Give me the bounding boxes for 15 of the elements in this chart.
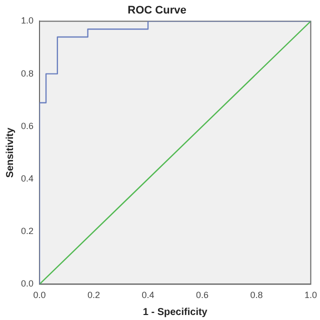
x-tick-label: 0.8 <box>250 290 263 300</box>
y-tick-label: 0.2 <box>20 226 34 236</box>
y-axis-title: Sensitivity <box>4 127 16 178</box>
y-tick-label: 0.0 <box>20 278 34 289</box>
chart-title: ROC Curve <box>128 4 186 17</box>
y-tick-label: 0.4 <box>20 173 34 184</box>
x-tick-label: 0.2 <box>88 290 100 300</box>
x-tick-label: 0.6 <box>196 290 209 300</box>
y-tick-label: 1.0 <box>20 16 34 26</box>
x-tick-label: 1.0 <box>304 290 317 300</box>
x-tick-label: 0.0 <box>33 290 46 300</box>
x-tick-label: 0.4 <box>142 290 154 300</box>
x-axis-title: 1 - Specificity <box>142 306 208 318</box>
y-tick-label: 0.8 <box>20 68 34 78</box>
y-tick-label: 0.6 <box>20 120 34 131</box>
